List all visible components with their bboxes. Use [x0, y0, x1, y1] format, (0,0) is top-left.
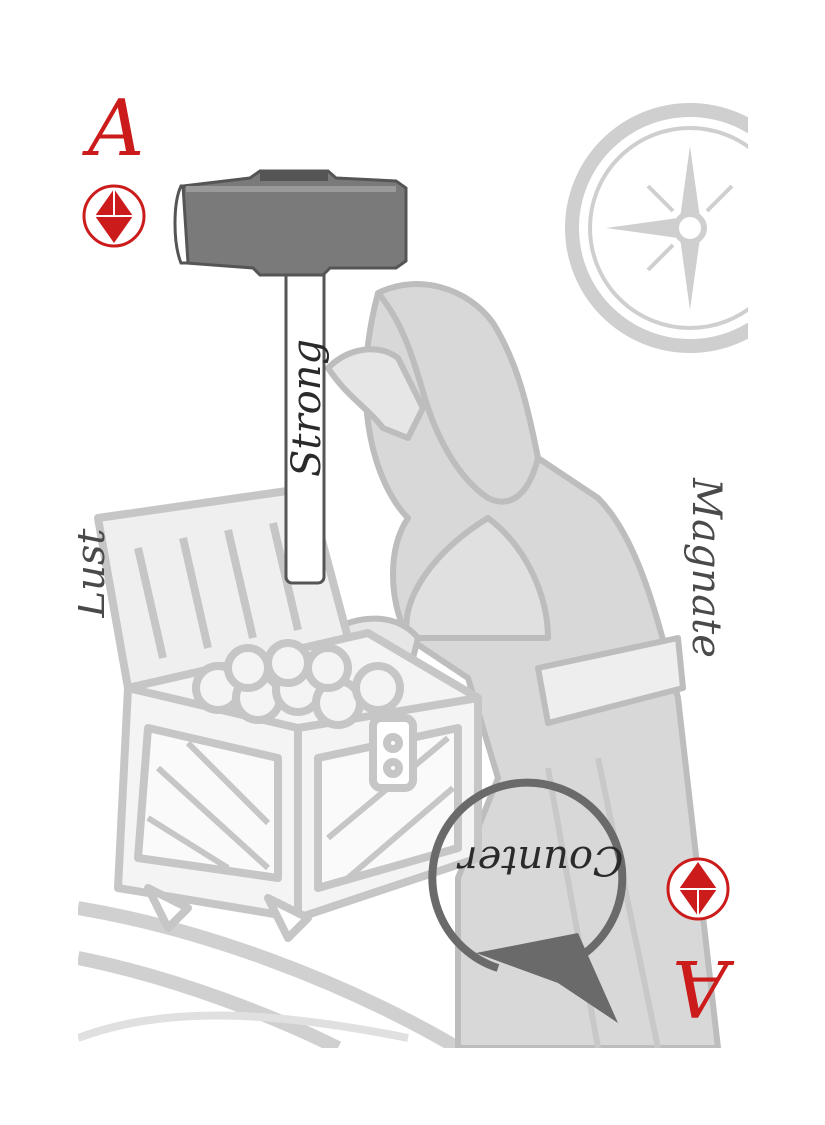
label-right: Magnate [683, 478, 729, 658]
rank-top: A [88, 84, 145, 174]
counter-arrow-icon [428, 778, 627, 1023]
label-arrow: Counter [458, 837, 624, 883]
card-illustration [78, 103, 748, 1048]
playing-card[interactable]: Lust Strong Magnate Counter [78, 78, 748, 1048]
diamond-gem-icon [666, 857, 730, 921]
rank-bottom: A [672, 942, 729, 1032]
label-left: Lust [78, 528, 114, 618]
label-hammer: Strong [284, 338, 330, 478]
hammer-icon [173, 169, 408, 585]
compass-icon [565, 103, 748, 353]
diamond-gem-icon [82, 184, 146, 248]
